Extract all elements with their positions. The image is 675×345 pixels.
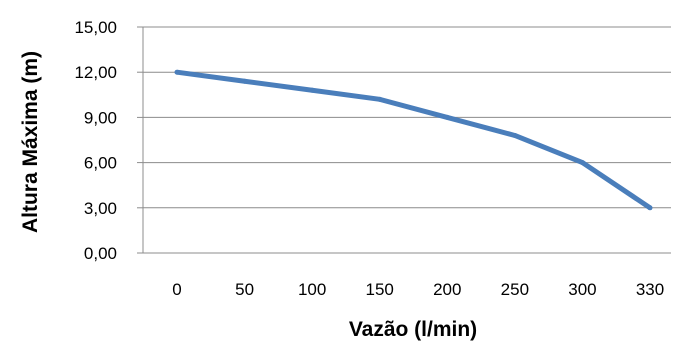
data-point xyxy=(444,114,450,120)
data-point xyxy=(309,87,315,93)
y-tick-labels: 0,00 3,00 6,00 9,00 12,00 15,00 xyxy=(74,18,117,263)
gridlines xyxy=(137,26,671,254)
x-axis-title: Vazão (l/min) xyxy=(349,318,477,341)
x-tick-label: 150 xyxy=(366,280,394,299)
x-tick-label: 0 xyxy=(172,280,181,299)
data-point xyxy=(242,78,248,84)
data-point xyxy=(647,205,653,211)
y-tick-label: 0,00 xyxy=(84,244,117,263)
data-point xyxy=(512,132,518,138)
x-tick-label: 330 xyxy=(636,280,664,299)
data-point xyxy=(579,160,585,166)
y-axis-title: Altura Máxima (m) xyxy=(19,51,42,233)
x-tick-label: 250 xyxy=(501,280,529,299)
y-tick-label: 6,00 xyxy=(84,154,117,173)
y-tick-label: 15,00 xyxy=(74,18,117,37)
x-tick-label: 100 xyxy=(298,280,326,299)
x-tick-label: 50 xyxy=(235,280,254,299)
series-line xyxy=(176,69,652,210)
x-tick-label: 300 xyxy=(568,280,596,299)
series-layer xyxy=(174,69,653,211)
x-tick-labels: 0 50 100 150 200 250 300 330 xyxy=(172,280,664,299)
y-tick-label: 9,00 xyxy=(84,108,117,127)
y-tick-label: 12,00 xyxy=(74,63,117,82)
y-tick-label: 3,00 xyxy=(84,199,117,218)
data-point xyxy=(174,69,180,75)
x-tick-label: 200 xyxy=(433,280,461,299)
data-point xyxy=(377,96,383,102)
